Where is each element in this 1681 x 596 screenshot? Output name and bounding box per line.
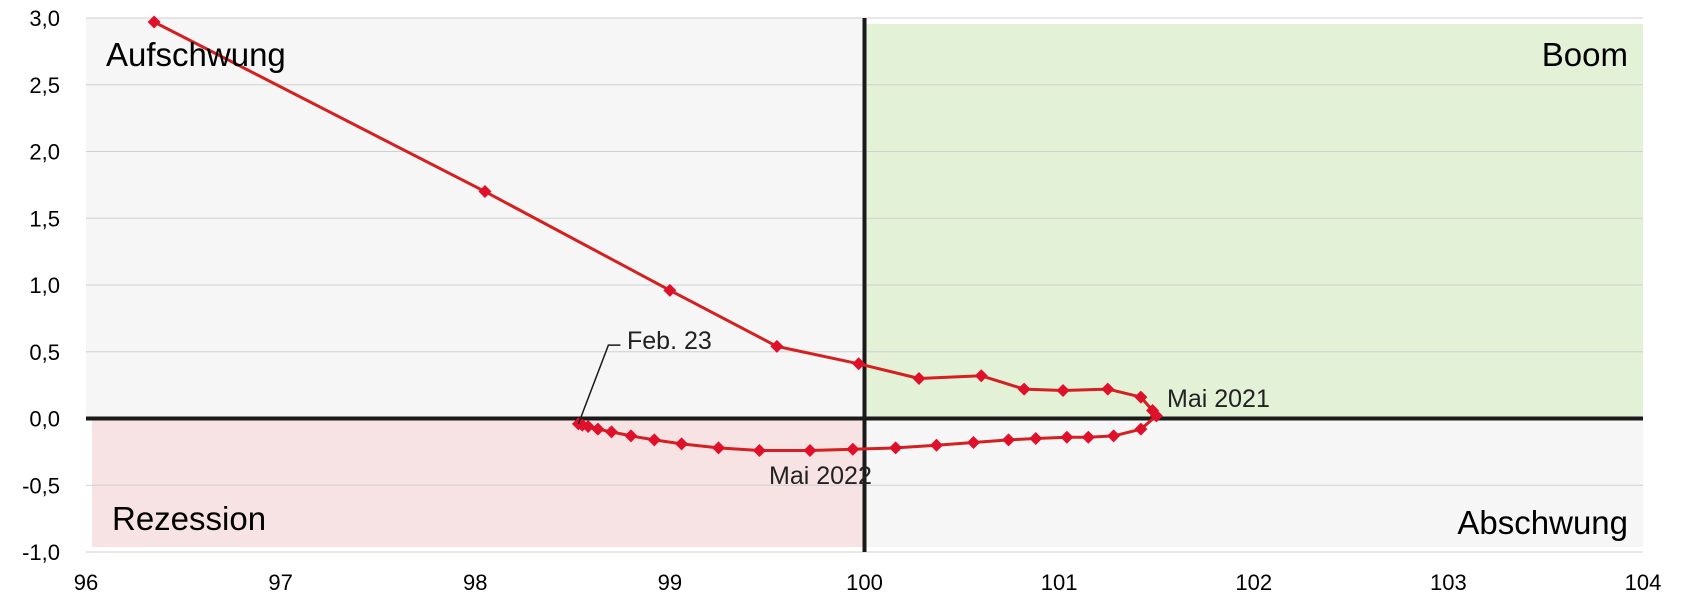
data-point-19 [966, 436, 980, 450]
y-tick-label: -1,0 [22, 540, 60, 565]
x-tick-label: 100 [846, 570, 883, 595]
data-point-13 [1134, 422, 1148, 436]
quadrant-labels: Aufschwung Boom Rezession Abschwung [106, 36, 1628, 541]
annotation-leader-feb-23 [577, 344, 621, 425]
x-tick-label: 101 [1041, 570, 1078, 595]
annotations: Feb. 23 Mai 2021 Mai 2022 [627, 327, 1270, 490]
quadrant-label-abschwung: Abschwung [1457, 504, 1628, 541]
annotation-mai-2021: Mai 2021 [1167, 385, 1270, 413]
y-tick-label: 1,0 [29, 273, 60, 298]
data-point-27 [647, 433, 661, 447]
data-point-9 [1101, 382, 1115, 396]
quadrant-bg-rezession [92, 418, 865, 547]
data-point-24 [752, 444, 766, 458]
quadrant-label-aufschwung: Aufschwung [106, 36, 286, 73]
data-point-3 [770, 339, 784, 353]
data-point-28 [624, 429, 638, 443]
x-tick-label: 102 [1235, 570, 1272, 595]
data-point-12 [1149, 409, 1163, 423]
series-line [153, 20, 1158, 452]
y-tick-label: 2,0 [29, 140, 60, 165]
data-point-15 [1081, 430, 1095, 444]
data-point-18 [1002, 433, 1016, 447]
data-point-2 [663, 283, 677, 297]
data-point-8 [1056, 383, 1070, 397]
data-series [147, 15, 1163, 458]
data-point-21 [889, 441, 903, 455]
x-tick-label: 99 [658, 570, 682, 595]
tick-labels: 3,0 2,5 2,0 1,5 1,0 0,5 0,0 -0,5 -1,0 96 97 98 99 100… [22, 6, 1661, 595]
y-tick-label: 1,5 [29, 206, 60, 231]
y-tick-label: 0,0 [29, 407, 60, 432]
data-point-5 [912, 371, 926, 385]
x-tick-label: 97 [268, 570, 292, 595]
data-point-29 [604, 425, 618, 439]
quadrant-label-rezession: Rezession [112, 500, 266, 537]
data-point-20 [930, 438, 944, 452]
y-tick-label: -0,5 [22, 473, 60, 498]
data-point-26 [675, 437, 689, 451]
data-point-1 [478, 185, 492, 199]
data-point-4 [852, 357, 866, 371]
data-point-16 [1060, 430, 1074, 444]
annotation-leaders [577, 344, 621, 425]
y-tick-label: 2,5 [29, 73, 60, 98]
quadrant-bg-boom [864, 24, 1643, 419]
data-point-0 [147, 15, 161, 29]
data-point-25 [712, 441, 726, 455]
x-tick-label: 96 [74, 570, 98, 595]
axes [86, 18, 1643, 552]
x-tick-label: 104 [1625, 570, 1662, 595]
data-point-10 [1134, 390, 1148, 404]
data-point-6 [974, 369, 988, 383]
data-point-22 [846, 442, 860, 456]
data-point-30 [591, 422, 605, 436]
data-point-7 [1017, 382, 1031, 396]
x-tick-label: 98 [463, 570, 487, 595]
annotation-mai-2022: Mai 2022 [769, 462, 872, 490]
data-point-23 [803, 444, 817, 458]
quadrant-label-boom: Boom [1542, 36, 1628, 73]
annotation-feb-23: Feb. 23 [627, 327, 712, 355]
x-tick-label: 103 [1430, 570, 1467, 595]
data-point-17 [1029, 432, 1043, 446]
y-tick-label: 3,0 [29, 6, 60, 31]
data-point-14 [1107, 429, 1121, 443]
y-tick-label: 0,5 [29, 340, 60, 365]
